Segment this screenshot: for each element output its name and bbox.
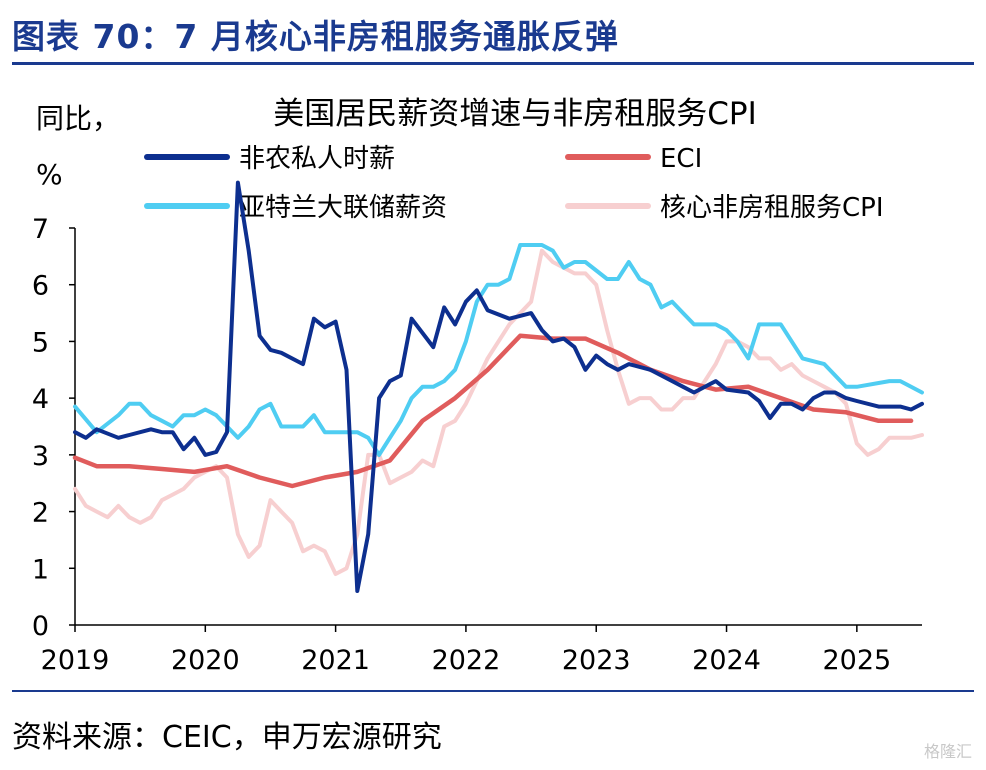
x-tick-label: 2025 [822, 645, 891, 676]
y-tick-label: 0 [32, 611, 49, 642]
series-line-3 [73, 243, 924, 457]
title-rule [12, 62, 974, 65]
axes: 0 1 2 3 4 5 6 7 2019 2020 2021 2022 2023 2024 2025 [32, 214, 922, 676]
chart-canvas: 美国居民薪资增速与非房租服务CPI 同比， % 非农私人时薪 ECI 亚特兰大联储薪… [32, 96, 924, 676]
y-unit-label-line-1: 同比， [36, 102, 120, 135]
y-tick-label: 6 [32, 271, 49, 302]
legend-label-2: ECI [660, 144, 702, 174]
y-tick-label: 2 [32, 498, 49, 529]
y-tick-label: 1 [32, 554, 49, 585]
chart-title: 美国居民薪资增速与非房租服务CPI [273, 96, 756, 132]
y-tick-label: 4 [32, 384, 49, 415]
x-tick-label: 2019 [41, 645, 110, 676]
figure-title: 图表 70：7 月核心非房租服务通胀反弹 [12, 17, 619, 56]
legend: 非农私人时薪 ECI 亚特兰大联储薪资 核心非房租服务CPI [144, 144, 884, 223]
watermark: 格隆汇 [923, 742, 972, 761]
x-tick-label: 2021 [301, 645, 370, 676]
y-unit-label-line-2: % [36, 158, 63, 191]
source-note: 资料来源：CEIC，申万宏源研究 [12, 720, 442, 755]
x-tick-label: 2022 [432, 645, 501, 676]
x-tick-label: 2020 [171, 645, 240, 676]
x-tick-label: 2024 [692, 645, 761, 676]
series-layer [72, 180, 924, 593]
y-tick-label: 7 [32, 214, 49, 245]
series-line-2 [72, 333, 914, 489]
series-line-1 [73, 180, 924, 593]
x-tick-label: 2023 [562, 645, 631, 676]
legend-label-1: 非农私人时薪 [239, 144, 395, 174]
legend-label-4: 核心非房租服务CPI [660, 193, 884, 223]
source-rule [12, 690, 974, 692]
y-tick-label: 5 [32, 327, 49, 358]
y-tick-label: 3 [32, 441, 49, 472]
legend-label-3: 亚特兰大联储薪资 [239, 193, 447, 223]
